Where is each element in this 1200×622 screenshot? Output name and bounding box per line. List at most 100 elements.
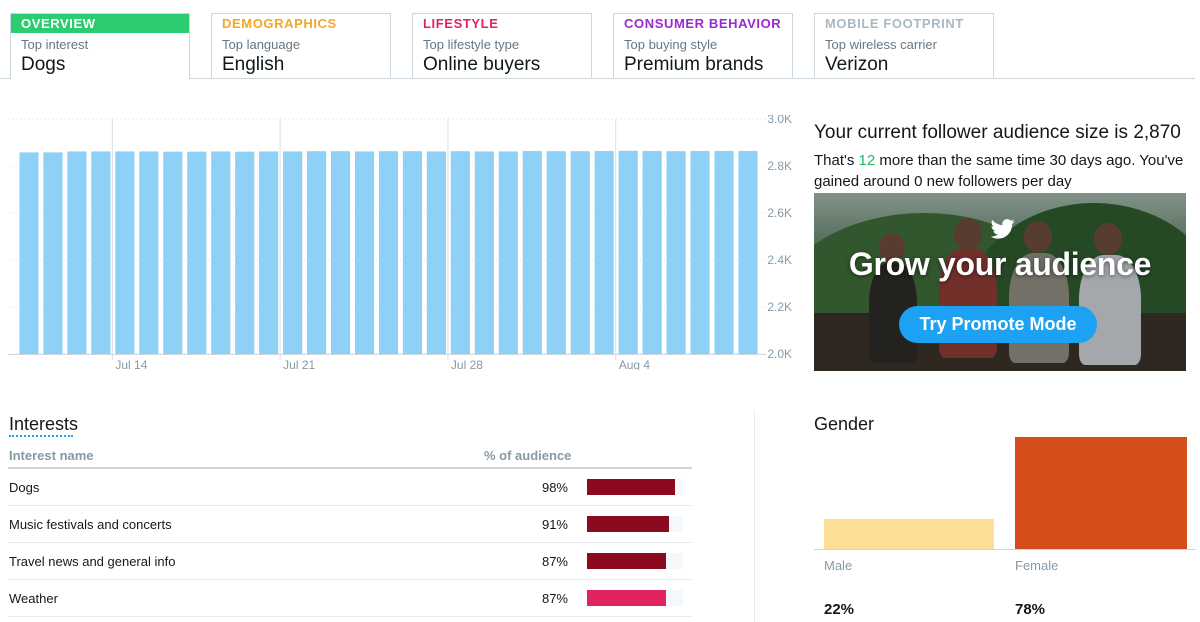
chart-bar [19, 152, 39, 354]
audience-size-value: 2,870 [1133, 122, 1181, 143]
promo-person-2-head [954, 218, 982, 250]
chart-bar [618, 150, 638, 354]
chart-bar [211, 151, 231, 354]
chart-bar [450, 151, 470, 354]
interests-header-divider [8, 467, 692, 469]
chart-bar [738, 150, 758, 354]
chart-bar [690, 150, 710, 354]
gender-percent-female: 78% [1015, 601, 1046, 618]
tab-consumer-behavior[interactable]: CONSUMER BEHAVIOR Top buying style Premi… [613, 13, 793, 79]
tab-demographics[interactable]: DEMOGRAPHICS Top language English [211, 13, 391, 79]
interest-bar [587, 516, 670, 532]
tab-lifestyle[interactable]: LIFESTYLE Top lifestyle type Online buye… [412, 13, 592, 79]
chart-bar [594, 150, 614, 354]
audience-growth-text: That's 12 more than the same time 30 day… [814, 150, 1194, 192]
x-tick-label: Jul 14 [115, 358, 147, 370]
x-tick-label: Aug 4 [619, 358, 651, 370]
gender-section: Gender Male Female 22% 78% [814, 412, 1196, 622]
interest-name-header: Interest name [9, 448, 94, 463]
chart-bar [67, 151, 87, 354]
tab-demographics-heading: DEMOGRAPHICS [222, 16, 337, 31]
audience-tabs: OVERVIEW Top interest Dogs DEMOGRAPHICS … [0, 0, 1200, 80]
tab-lifestyle-heading: LIFESTYLE [423, 16, 499, 31]
interest-row: Music festivals and concerts 91% [8, 506, 692, 543]
y-tick-label: 3.0K [767, 115, 792, 126]
growth-delta: 12 [858, 152, 876, 169]
chart-bar [330, 151, 351, 354]
interest-bar-track [587, 479, 683, 495]
tab-mobile-footprint-heading: MOBILE FOOTPRINT [825, 16, 964, 31]
interest-bar-track [587, 553, 683, 569]
interest-row: Travel news and general info 87% [8, 543, 692, 580]
interest-percent: 87% [541, 591, 568, 606]
chart-bar [570, 151, 590, 354]
tab-overview-heading: OVERVIEW [11, 14, 189, 33]
tab-overview-value: Dogs [21, 54, 66, 75]
promote-mode-banner[interactable]: Grow your audience Try Promote Mode [814, 193, 1186, 371]
audience-size-heading: Your current follower audience size is 2… [814, 122, 1194, 144]
interest-name: Music festivals and concerts [9, 517, 172, 532]
tab-overview-label: Top interest [21, 37, 89, 52]
interest-bar [587, 553, 666, 569]
chart-bar [139, 151, 159, 354]
gender-label-female: Female [1015, 558, 1059, 573]
chart-bar [115, 151, 135, 354]
interest-name: Weather [9, 591, 58, 606]
growth-suffix: more than the same time 30 days ago. You… [814, 152, 1184, 190]
growth-prefix: That's [814, 152, 859, 169]
audience-summary: Your current follower audience size is 2… [814, 122, 1194, 192]
chart-bar [522, 150, 542, 354]
chart-bar [498, 151, 518, 354]
chart-bar [307, 151, 327, 354]
promo-title: Grow your audience [848, 246, 1152, 282]
promo-person-1-head [879, 233, 905, 263]
interest-bar [587, 590, 666, 606]
tab-lifestyle-value: Online buyers [423, 54, 541, 75]
chart-bar [426, 151, 447, 354]
chart-bar [378, 151, 399, 354]
interest-bar [587, 479, 676, 495]
x-tick-label: Jul 21 [283, 358, 315, 370]
y-tick-label: 2.2K [767, 300, 792, 314]
gender-baseline [814, 549, 1196, 550]
gender-percent-male: 22% [824, 601, 855, 618]
follower-chart-svg: 3.0K 2.8K 2.6K 2.4K 2.2K 2.0K Jul 14 Jul 21 Jul … [8, 115, 792, 370]
gender-label-male: Male [824, 558, 853, 573]
interest-name: Travel news and general info [9, 554, 176, 569]
percent-of-audience-header: % of audience [484, 448, 572, 463]
chart-bar [163, 151, 183, 354]
promo-person-3-head [1024, 221, 1052, 253]
interest-bar-track [587, 590, 683, 606]
interest-percent: 87% [541, 554, 568, 569]
interest-row: Dogs 98% [8, 469, 692, 506]
x-tick-label: Jul 28 [451, 358, 483, 370]
tab-consumer-behavior-label: Top buying style [624, 37, 718, 52]
interests-title[interactable]: Interests [9, 414, 79, 434]
tabs-baseline [0, 78, 1195, 79]
interest-row: Weather 87% [8, 580, 692, 617]
chart-bar [546, 151, 566, 354]
audience-size-prefix: Your current follower audience size is [814, 122, 1134, 143]
tab-mobile-footprint[interactable]: MOBILE FOOTPRINT Top wireless carrier Ve… [814, 13, 994, 79]
tab-demographics-value: English [222, 54, 285, 75]
interest-name: Dogs [9, 480, 40, 495]
chart-bar [474, 151, 494, 354]
try-promote-mode-button[interactable]: Try Promote Mode [899, 306, 1097, 343]
y-tick-label: 2.6K [767, 206, 792, 220]
chart-bar [354, 151, 375, 354]
chart-bar [259, 151, 279, 354]
chart-bar [402, 151, 423, 354]
chart-bar [642, 150, 662, 354]
chart-bar [283, 151, 303, 354]
section-divider [754, 410, 755, 622]
y-tick-label: 2.4K [767, 253, 792, 267]
interest-bar-track [587, 516, 683, 532]
tab-lifestyle-label: Top lifestyle type [423, 37, 520, 52]
tab-demographics-label: Top language [222, 37, 301, 52]
gender-bar-female [1015, 437, 1187, 549]
gender-title: Gender [814, 414, 875, 434]
tab-consumer-behavior-heading: CONSUMER BEHAVIOR [624, 16, 782, 31]
tab-consumer-behavior-value: Premium brands [624, 54, 764, 75]
tab-overview[interactable]: OVERVIEW Top interest Dogs [10, 13, 190, 80]
chart-bar [235, 151, 255, 354]
